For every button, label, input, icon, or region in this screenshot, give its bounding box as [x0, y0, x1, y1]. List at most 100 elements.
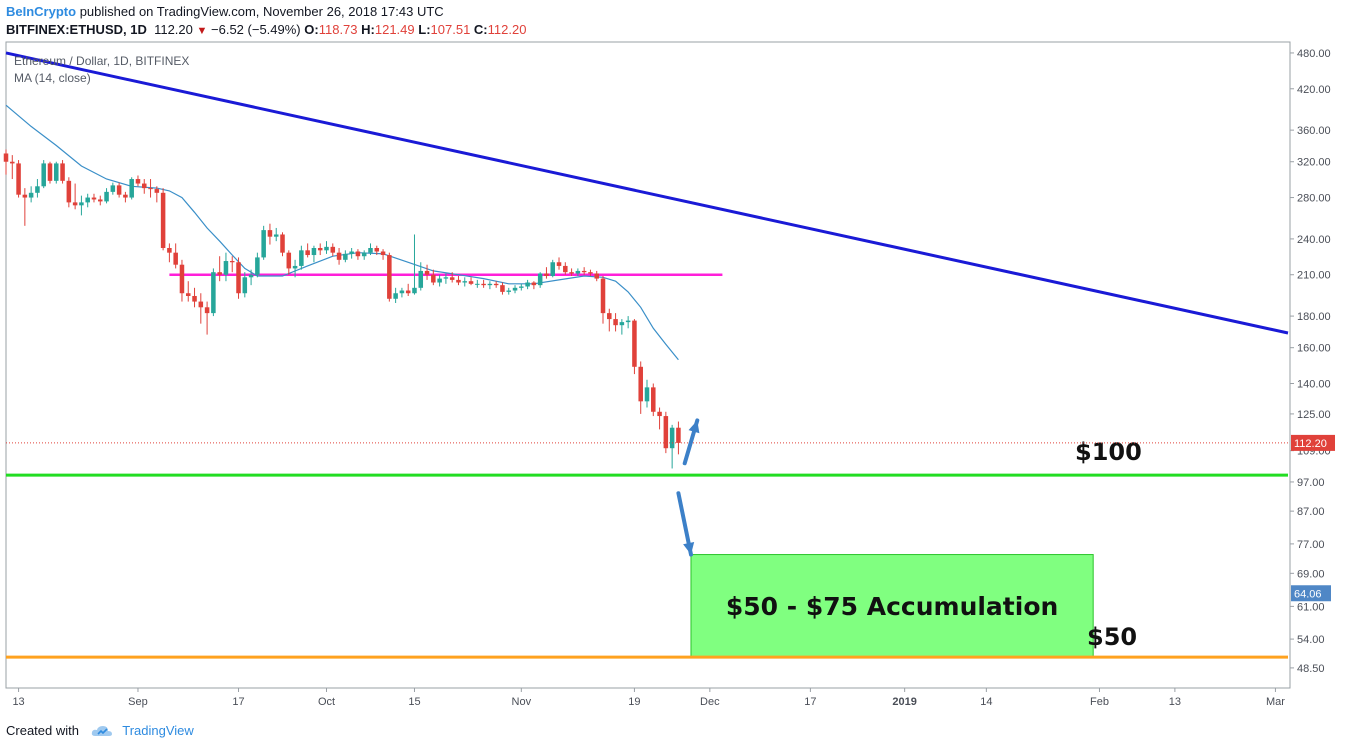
candle — [544, 267, 549, 279]
candle-body — [468, 281, 474, 284]
candle-body — [10, 161, 15, 164]
candle — [98, 195, 103, 206]
footer: Created with TradingView — [6, 723, 194, 738]
time-tick-label: Sep — [128, 696, 148, 708]
candle-body — [663, 416, 669, 449]
plot-frame — [5, 41, 1291, 689]
candle — [361, 250, 367, 260]
candle — [141, 179, 147, 194]
price-tick-label: 69.00 — [1297, 568, 1325, 580]
candle-body — [487, 283, 493, 286]
tradingview-link[interactable]: TradingView — [122, 723, 194, 738]
price-tick-label: 77.00 — [1297, 539, 1325, 551]
time-tick-label: 2019 — [892, 696, 916, 708]
candle-body — [575, 270, 581, 274]
candle-body — [462, 281, 468, 283]
candle-body — [204, 307, 210, 314]
candle-body — [54, 163, 59, 181]
candle-body — [437, 278, 442, 283]
candle-body — [563, 265, 568, 273]
candle-body — [418, 270, 424, 288]
accumulation-zone — [690, 554, 1094, 658]
candle — [54, 161, 59, 184]
candle-body — [123, 194, 128, 198]
candle — [380, 249, 386, 260]
candle-body — [35, 186, 40, 193]
price-tick-label: 48.50 — [1297, 663, 1325, 675]
candle-body — [72, 202, 78, 206]
candle — [355, 249, 361, 260]
close-label: C: — [473, 22, 488, 37]
candle — [588, 269, 593, 277]
candle — [399, 287, 405, 298]
candle-body — [380, 251, 386, 256]
candle-body — [632, 320, 637, 367]
candle — [242, 272, 248, 298]
candle — [3, 149, 9, 175]
candle — [531, 281, 537, 290]
candle-body — [148, 188, 153, 190]
price-tick-label: 125.00 — [1297, 409, 1331, 421]
candle — [192, 287, 197, 308]
candle-body — [475, 283, 480, 285]
candle-body — [449, 277, 455, 280]
candle-body — [141, 183, 147, 189]
legend-indicator: MA (14, close) — [14, 71, 91, 85]
candle-body — [173, 252, 178, 265]
candle — [500, 282, 505, 295]
candle-body — [550, 262, 555, 277]
price-tick-label: 320.00 — [1297, 157, 1331, 169]
candle — [525, 279, 530, 290]
candle — [211, 268, 216, 317]
high-label: H: — [361, 22, 375, 37]
time-tick-label: Mar — [1266, 696, 1285, 708]
candle — [651, 383, 656, 417]
author-name[interactable]: BeInCrypto — [6, 4, 77, 19]
candle-body — [519, 286, 524, 288]
candle-body — [299, 250, 304, 266]
candle — [657, 407, 662, 430]
candle — [292, 259, 298, 278]
tradingview-cloud-icon — [91, 726, 112, 736]
candle — [563, 262, 568, 275]
price-tick-label: 97.00 — [1297, 477, 1325, 489]
legend-title: Ethereum / Dollar, 1D, BITFINEX — [14, 54, 189, 68]
candle-body — [16, 163, 21, 195]
candle — [41, 160, 46, 189]
candle — [594, 270, 599, 282]
candle-body — [242, 277, 248, 294]
candle-body — [399, 290, 405, 294]
candle — [179, 259, 185, 302]
candle — [79, 195, 84, 216]
candle — [368, 243, 373, 256]
candle-body — [236, 262, 241, 294]
candle — [129, 177, 134, 200]
candle — [349, 248, 354, 259]
candle-body — [424, 270, 430, 275]
candle-body — [493, 283, 499, 286]
candle — [644, 379, 650, 408]
candle-body — [355, 251, 361, 257]
candle — [387, 252, 392, 302]
candle — [575, 268, 581, 277]
time-tick-label: Dec — [700, 696, 720, 708]
candle — [299, 245, 304, 270]
candle — [267, 223, 273, 245]
arrow-head — [683, 541, 695, 555]
time-tick-label: Oct — [318, 696, 335, 708]
candle — [91, 193, 97, 203]
candle — [261, 225, 266, 260]
candle-body — [544, 273, 549, 277]
candle — [638, 361, 643, 414]
candle-body — [60, 163, 65, 181]
candle-body — [594, 273, 599, 279]
candle — [204, 301, 210, 335]
candle — [85, 193, 90, 208]
candle — [418, 262, 424, 291]
price-tick-label: 240.00 — [1297, 234, 1331, 246]
candle — [236, 257, 241, 299]
candle — [148, 179, 153, 198]
candle — [311, 245, 317, 263]
time-tick-label: 13 — [12, 696, 24, 708]
